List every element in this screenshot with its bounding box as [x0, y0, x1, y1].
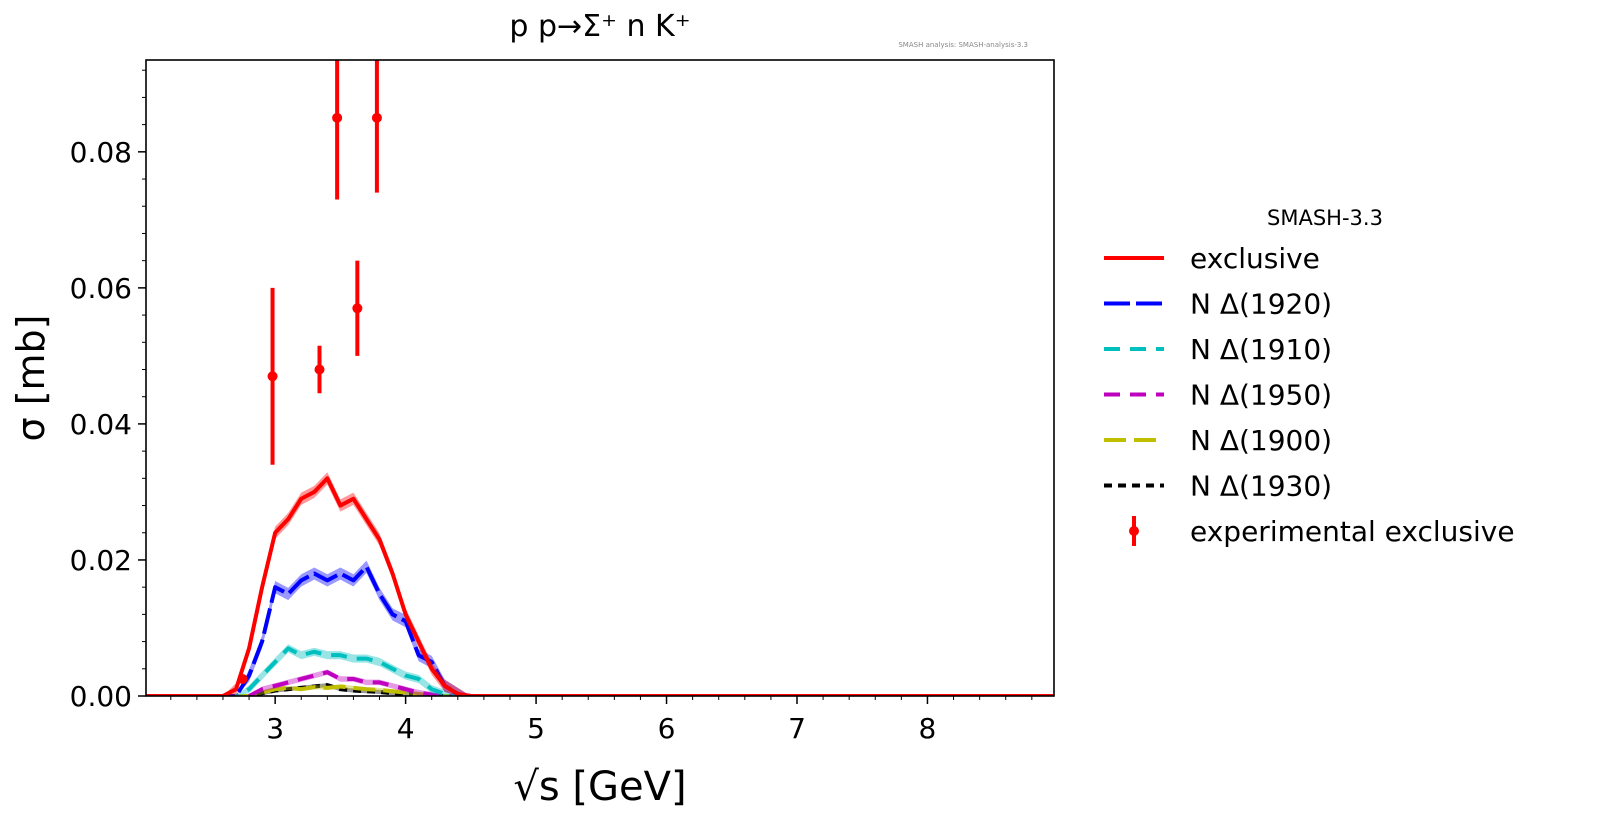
x-tick-label: 8 — [919, 712, 937, 745]
legend-label: N Δ(1910) — [1190, 333, 1332, 366]
legend-label: experimental exclusive — [1190, 515, 1515, 548]
exp-point-1 — [267, 371, 278, 382]
series-band-0 — [146, 472, 1054, 696]
legend-title: SMASH-3.3 — [1267, 206, 1383, 230]
series-line-1 — [146, 564, 1054, 696]
x-tick-label: 4 — [397, 712, 415, 745]
exp-point-2 — [314, 364, 325, 375]
legend-label: N Δ(1920) — [1190, 288, 1332, 321]
exp-point-3 — [332, 112, 343, 123]
plot-frame — [145, 59, 1055, 697]
y-axis-label: σ [mb] — [9, 315, 53, 442]
watermark: SMASH analysis: SMASH-analysis-3.3 — [898, 41, 1028, 49]
chart-title: p p→Σ⁺ n K⁺ — [509, 9, 690, 44]
y-tick-label: 0.02 — [70, 544, 132, 577]
series-line-2 — [146, 646, 1054, 696]
x-axis: 3 4 5 6 7 8 — [170, 696, 1033, 745]
legend-label: N Δ(1900) — [1190, 424, 1332, 457]
plot-area — [146, 60, 1054, 696]
series-band-2 — [146, 644, 1054, 696]
exp-point-5 — [371, 112, 382, 123]
series-line-3 — [146, 670, 1054, 696]
series-line-0 — [146, 476, 1054, 696]
x-tick-label: 3 — [266, 712, 284, 745]
x-tick-label: 7 — [788, 712, 806, 745]
legend-label: exclusive — [1190, 242, 1320, 275]
y-axis: 0.00 0.02 0.04 0.06 0.08 — [70, 69, 146, 713]
y-tick-label: 0.06 — [70, 272, 132, 305]
x-tick-label: 5 — [527, 712, 545, 745]
x-axis-label: √s [GeV] — [513, 764, 686, 810]
exp-point-0 — [237, 673, 248, 684]
legend-label: N Δ(1930) — [1190, 470, 1332, 503]
series-band-1 — [146, 560, 1054, 696]
plot-content — [146, 60, 1054, 696]
y-tick-label: 0.00 — [70, 680, 132, 713]
exp-point-4 — [352, 303, 363, 314]
y-tick-label: 0.04 — [70, 408, 132, 441]
legend: SMASH-3.3 exclusive N Δ(1920) N Δ(1910) N Δ… — [1104, 206, 1515, 548]
legend-label: N Δ(1950) — [1190, 379, 1332, 412]
legend-exp-marker — [1129, 526, 1139, 536]
y-tick-label: 0.08 — [70, 136, 132, 169]
x-tick-label: 6 — [658, 712, 676, 745]
